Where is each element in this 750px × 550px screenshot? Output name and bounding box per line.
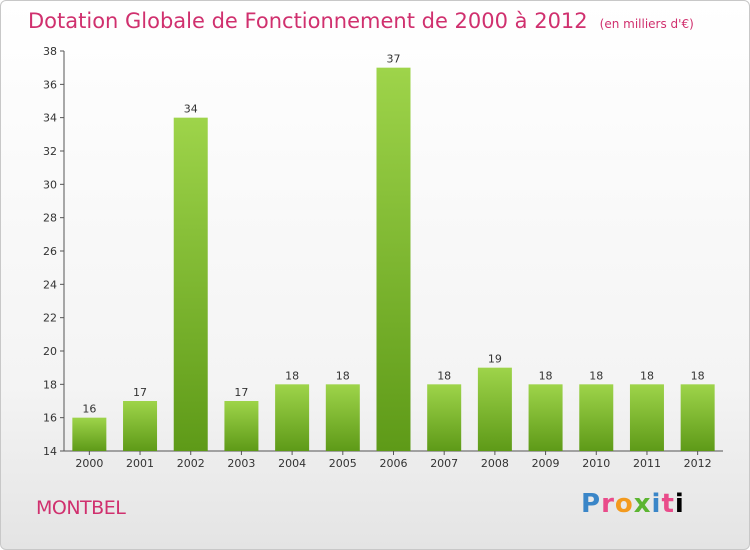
y-tick-label: 32 <box>43 145 57 158</box>
x-tick-label: 2008 <box>481 457 509 470</box>
y-tick-label: 16 <box>43 412 57 425</box>
bar-value-label: 18 <box>640 369 654 382</box>
bar-value-label: 17 <box>234 386 248 399</box>
bar-value-label: 34 <box>184 103 198 116</box>
x-tick-label: 2011 <box>633 457 661 470</box>
x-axis-ticks: 2000 2001 2002 2003 2004 2005 2006 2007 2008 2009… <box>75 451 712 470</box>
x-tick-label: 2004 <box>278 457 306 470</box>
bar-value-label: 17 <box>133 386 147 399</box>
bar-value-label: 18 <box>285 369 299 382</box>
bar <box>629 384 664 451</box>
x-tick-label: 2006 <box>380 457 408 470</box>
bar <box>376 67 411 452</box>
y-tick-label: 36 <box>43 78 57 91</box>
y-tick-label: 34 <box>43 112 57 125</box>
x-tick-label: 2003 <box>227 457 255 470</box>
bar-value-label: 19 <box>488 353 502 366</box>
bars: 16 17 34 17 18 18 37 18 19 18 18 18 18 <box>72 53 715 452</box>
y-tick-label: 18 <box>43 378 57 391</box>
bar-value-label: 16 <box>82 403 96 416</box>
chart-title: Dotation Globale de Fonctionnement de 20… <box>28 9 694 33</box>
y-tick-label: 20 <box>43 345 57 358</box>
y-tick-label: 22 <box>43 312 57 325</box>
bar <box>173 117 208 452</box>
bar <box>275 384 310 451</box>
y-tick-label: 14 <box>43 445 57 458</box>
chart-subtitle: (en milliers d'€) <box>599 17 694 31</box>
bar <box>427 384 462 451</box>
place-name: MONTBEL <box>36 497 126 519</box>
x-tick-label: 2000 <box>75 457 103 470</box>
bar <box>123 401 158 451</box>
y-tick-label: 30 <box>43 178 57 191</box>
bar-value-label: 18 <box>539 369 553 382</box>
bar <box>224 401 259 451</box>
bar-value-label: 18 <box>691 369 705 382</box>
x-tick-label: 2005 <box>329 457 357 470</box>
y-tick-label: 26 <box>43 245 57 258</box>
x-tick-label: 2010 <box>582 457 610 470</box>
y-tick-label: 24 <box>43 278 57 291</box>
bar <box>72 417 107 451</box>
bar-value-label: 18 <box>437 369 451 382</box>
bar <box>477 367 512 451</box>
x-tick-label: 2002 <box>177 457 205 470</box>
bar <box>528 384 563 451</box>
x-tick-label: 2007 <box>430 457 458 470</box>
bar <box>325 384 360 451</box>
y-axis-ticks: 14 16 18 20 22 24 26 28 30 32 34 36 38 <box>43 45 64 458</box>
x-tick-label: 2001 <box>126 457 154 470</box>
y-tick-label: 28 <box>43 212 57 225</box>
bar-value-label: 18 <box>589 369 603 382</box>
chart-title-text: Dotation Globale de Fonctionnement de 20… <box>28 9 588 33</box>
x-tick-label: 2009 <box>532 457 560 470</box>
bar-value-label: 18 <box>336 369 350 382</box>
bar <box>680 384 715 451</box>
y-tick-label: 38 <box>43 45 57 58</box>
bar-value-label: 37 <box>387 53 401 66</box>
proxiti-logo: Proxiti <box>581 489 685 519</box>
bar <box>579 384 614 451</box>
x-tick-label: 2012 <box>684 457 712 470</box>
